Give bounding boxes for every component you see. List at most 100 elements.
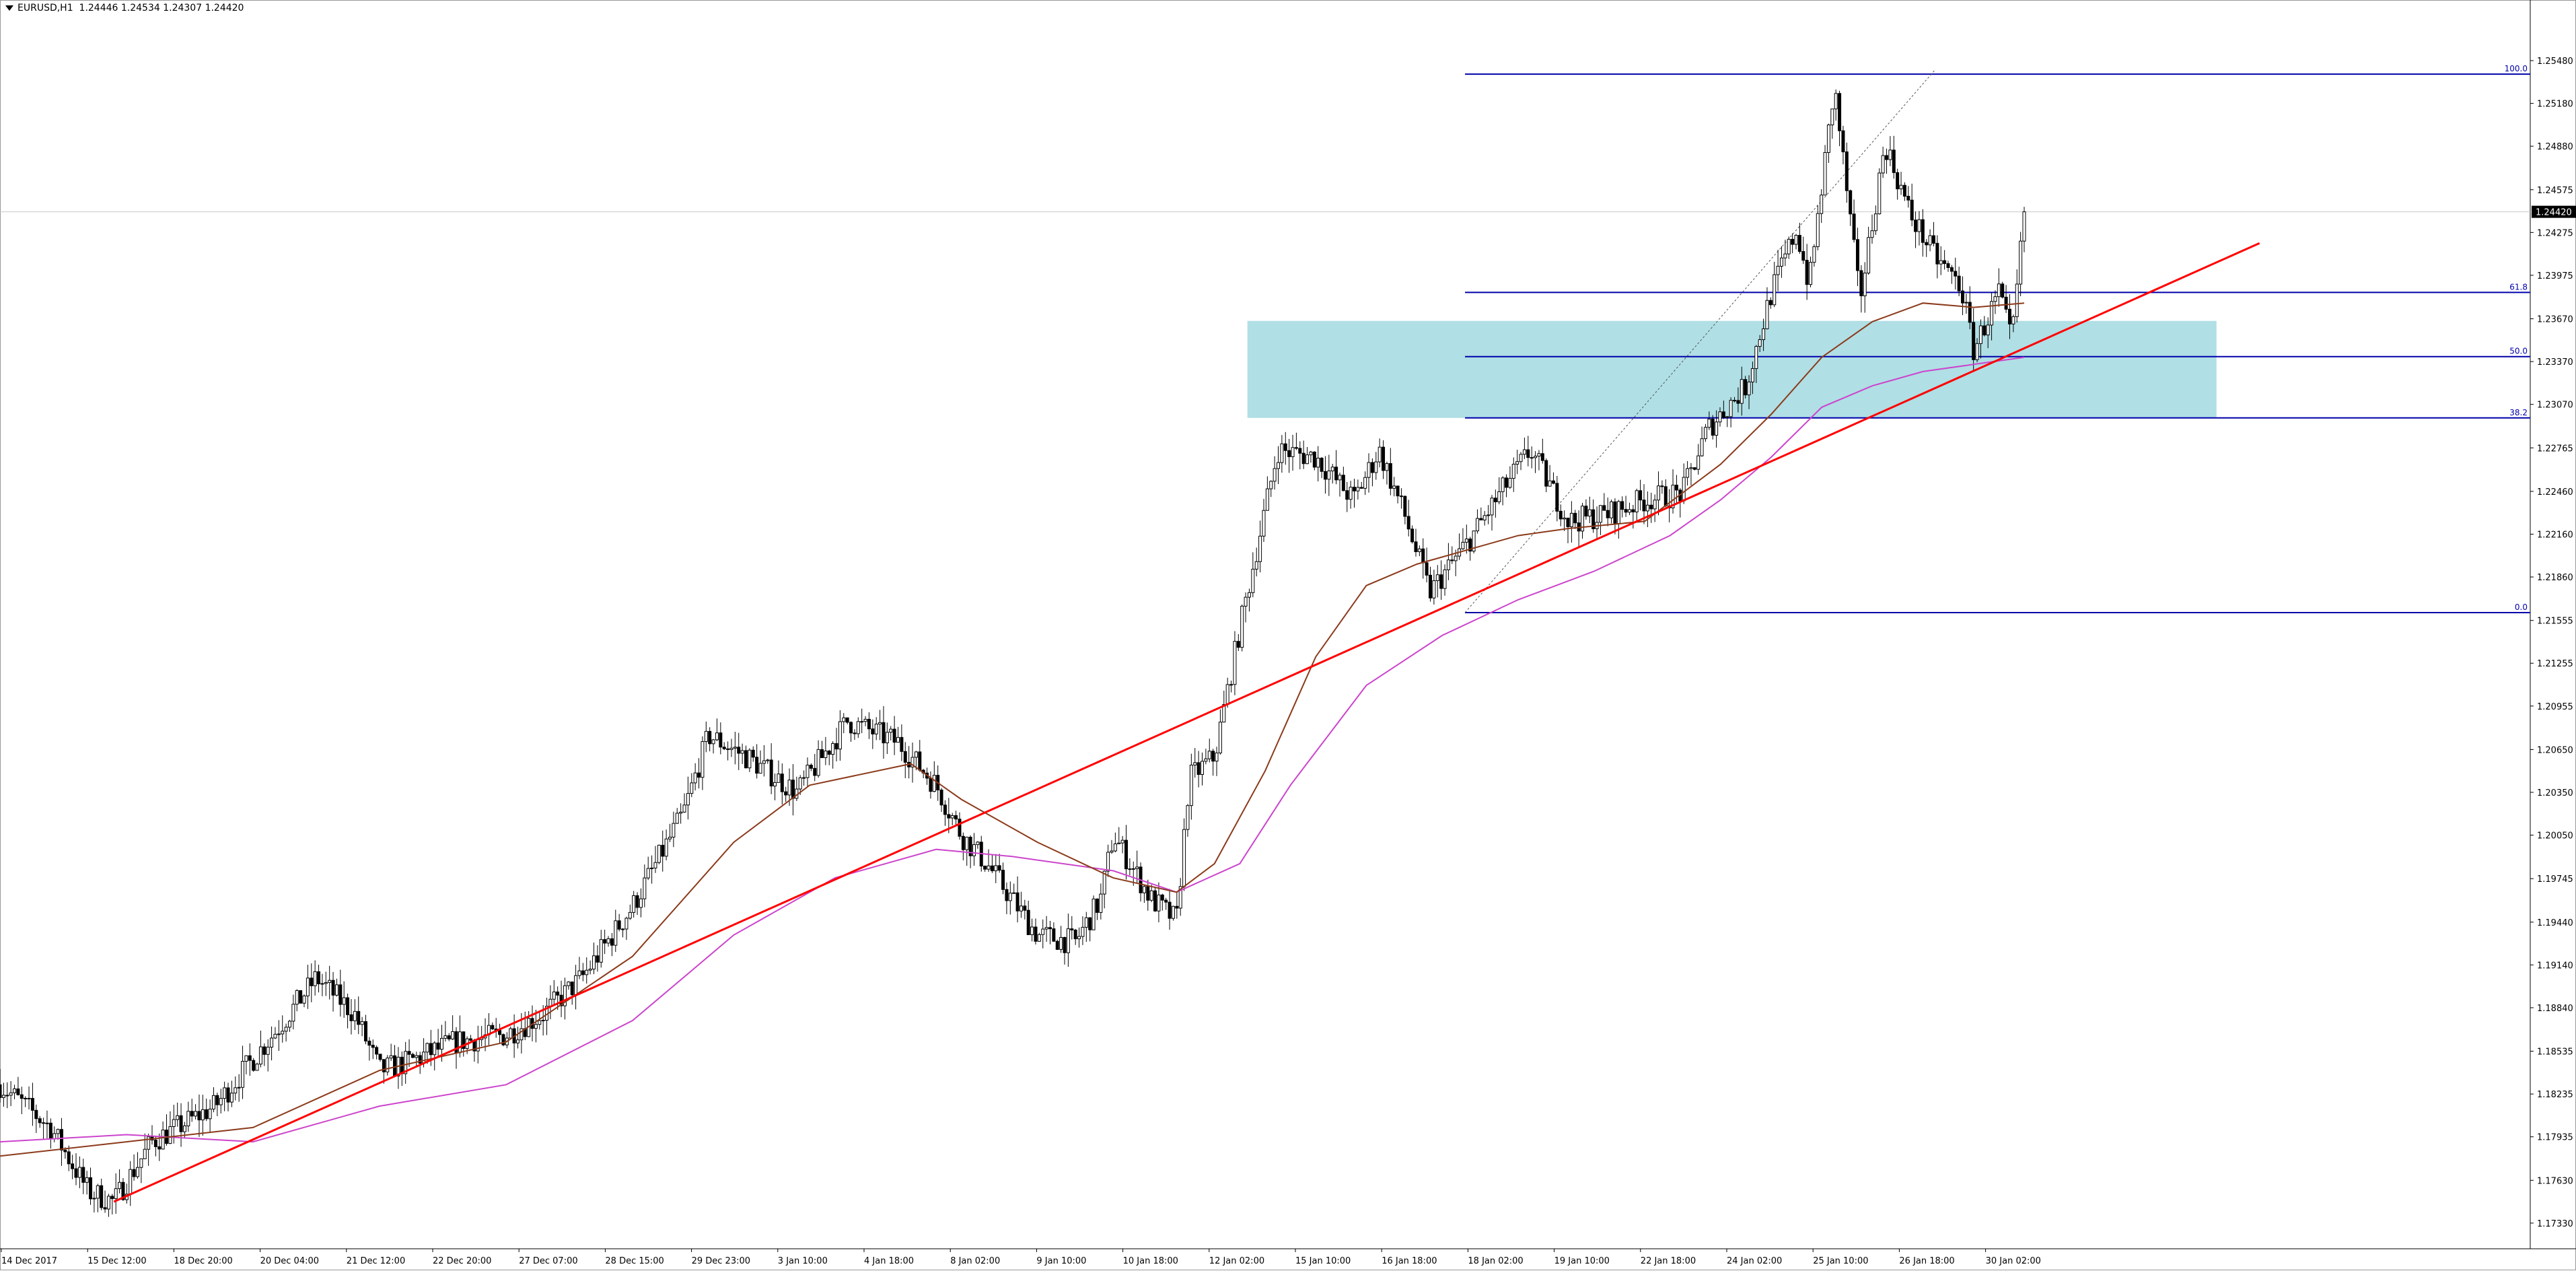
candle-body [129,1169,133,1195]
candle-body [751,749,755,758]
candle-body [983,866,987,870]
candle-body [270,1037,274,1047]
candle-body [501,1034,505,1045]
candle-body [791,780,795,799]
candle-body [1686,468,1690,478]
candle-body [900,736,904,752]
candle-body [939,789,943,806]
candle-body [856,721,860,734]
fibonacci-retracement: 100.0 61.8 50.0 38.2 0.0 [1464,64,2530,614]
candle-body [871,728,875,734]
candle-body [407,1051,411,1055]
candle-body [16,1088,20,1095]
candle-body [1153,890,1157,911]
trendline [113,242,2260,1203]
candle-body [179,1115,183,1132]
candle-body [1247,592,1251,598]
candle-body [106,1196,110,1210]
candle-body [443,1035,448,1039]
candle-body [1700,438,1704,456]
candle-body [1892,149,1896,173]
candle-body [1921,219,1925,243]
candle-body [1283,443,1287,451]
time-axis-labels: 14 Dec 2017 15 Dec 12:00 18 Dec 20:00 20 De… [1,1249,2041,1266]
candle-body [118,1181,122,1190]
price-tag-bg [2532,205,2576,218]
candle-body [1776,265,1780,275]
fib-level-label: 61.8 [2509,282,2528,291]
candle-body [1508,478,1512,488]
dropdown-triangle-icon[interactable] [5,5,13,11]
y-tick-label: 1.17935 [2537,1133,2573,1143]
candle-body [42,1122,46,1124]
candle-body [194,1111,198,1117]
candle-body [1873,213,1877,232]
candle-body [1146,886,1150,901]
x-tick-label: 20 Dec 04:00 [260,1256,319,1266]
candle-body [1606,510,1610,518]
candle-body [258,1046,262,1065]
candle-body [77,1167,81,1178]
candle-body [1783,253,1787,259]
candle-body [27,1097,31,1099]
x-tick-label: 18 Jan 02:00 [1468,1256,1523,1266]
candle-body [306,977,310,996]
candle-body [1715,421,1719,436]
candle-body [1254,561,1258,570]
candle-body [1711,419,1715,436]
candle-body [393,1055,397,1076]
candle-body [577,970,581,976]
candle-body [1838,93,1842,131]
candle-body [451,1031,455,1039]
candle-body [367,1040,371,1046]
candle-body [1385,463,1389,471]
candle-body [1193,762,1197,765]
candle-body [67,1151,71,1165]
candle-body [1511,463,1515,479]
candle-body [643,877,647,899]
candle-body [1779,257,1783,267]
candle-body [197,1111,201,1121]
candle-body [1149,890,1153,901]
candle-body [1353,487,1357,491]
candle-body [744,750,748,769]
candle-body [1834,93,1838,110]
candle-body [1280,443,1284,463]
candle-body [462,1031,466,1050]
candle-body [1939,260,1943,265]
y-tick-label: 1.22160 [2537,530,2573,540]
candle-body [990,865,994,872]
candle-body [1406,516,1410,530]
candle-body [1435,574,1439,582]
candle-body [509,1028,513,1039]
candle-body [1338,475,1342,481]
fib-level-label: 0.0 [2515,603,2528,612]
candle-body [675,813,679,824]
candle-body [1551,480,1555,484]
candle-body [556,991,560,996]
candle-body [1168,901,1172,919]
candle-body [1758,339,1762,347]
candle-body [827,751,831,755]
x-tick-label: 18 Dec 20:00 [174,1256,232,1266]
candle-body [1910,199,1914,221]
candle-body [1765,300,1769,329]
candle-body [1225,684,1229,706]
candle-body [1816,213,1820,247]
candle-body [1472,530,1476,552]
candle-body [1859,270,1863,296]
candle-body [1475,518,1479,532]
candle-body [1888,149,1892,160]
candle-body [1066,928,1070,953]
candle-body [882,722,886,744]
candle-body [1877,172,1882,215]
x-tick-label: 15 Jan 10:00 [1295,1256,1351,1266]
y-tick-label: 1.17330 [2537,1219,2573,1229]
candle-body [1555,483,1559,512]
candle-body [291,1004,295,1022]
candle-body [389,1055,393,1059]
candle-body [1943,260,1947,265]
candle-body [2004,296,2008,310]
